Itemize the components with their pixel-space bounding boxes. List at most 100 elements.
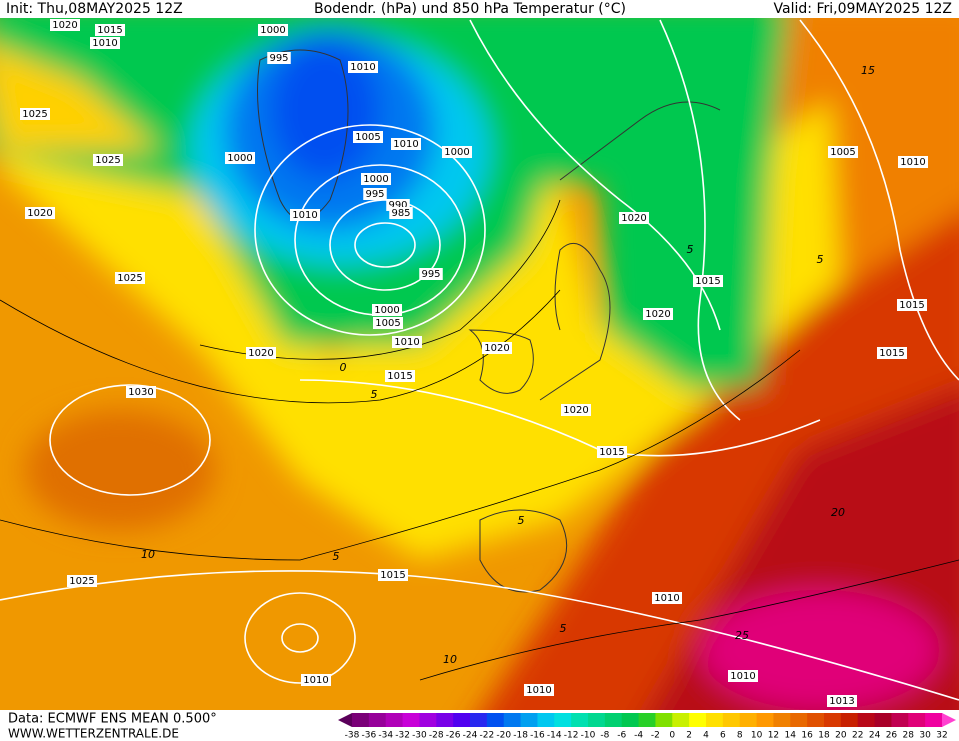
isobar-label: 1020 xyxy=(645,309,670,320)
isobar-label: 995 xyxy=(421,269,440,280)
isobar-label: 1020 xyxy=(563,405,588,416)
contour-label: 0 xyxy=(340,361,347,374)
colorbar-swatch xyxy=(722,713,741,727)
colorbar-swatch xyxy=(790,713,808,727)
isobar-label-box xyxy=(391,138,421,150)
isobar-label: 1025 xyxy=(22,109,47,120)
contour-labels: 15 0 5 10 5 10 25 20 5 5 5 5 xyxy=(141,64,875,666)
isobar-label-box xyxy=(361,173,391,185)
contour-label: 5 xyxy=(687,243,694,256)
isobar-label-box xyxy=(524,684,554,696)
isobar-label-box xyxy=(652,592,682,604)
isobar-label: 1015 xyxy=(599,447,624,458)
isobar-label-box xyxy=(827,695,857,707)
colorbar-swatch xyxy=(773,713,791,727)
colorbar-swatch xyxy=(571,713,589,727)
colorbar-label: 18 xyxy=(818,731,830,741)
isobar-label: 1010 xyxy=(394,337,419,348)
colorbar-swatch xyxy=(824,713,842,727)
colorbar-swatch xyxy=(368,713,387,727)
isobar-label: 1020 xyxy=(52,20,77,31)
isobar-label-box xyxy=(267,52,291,64)
isobar-label-box xyxy=(25,207,55,219)
colorbar-swatch xyxy=(436,713,454,727)
isobar-label-box xyxy=(373,317,403,329)
isobar-label-box xyxy=(90,37,120,49)
isobar-label: 1015 xyxy=(387,371,412,382)
isobar-label: 995 xyxy=(269,53,288,64)
isobar-label: 1030 xyxy=(128,387,153,398)
isobar-label-box xyxy=(419,268,443,280)
valid-time: Valid: Fri,09MAY2025 12Z xyxy=(774,1,952,17)
colorbar-swatch xyxy=(655,713,673,727)
isobar-label: 1000 xyxy=(260,25,285,36)
isobar-label: 1005 xyxy=(375,318,400,329)
colorbar-label: 12 xyxy=(768,731,779,741)
isobar-label: 1010 xyxy=(292,210,317,221)
colorbar-swatch xyxy=(453,713,471,727)
isobar-label-box xyxy=(877,347,907,359)
colorbar-label: -10 xyxy=(581,731,596,741)
colorbar-swatch xyxy=(470,713,488,727)
isobar-label: 1013 xyxy=(829,696,854,707)
isobar-label: 1010 xyxy=(393,139,418,150)
colorbar-label: 0 xyxy=(669,731,675,741)
isobar-label: 1010 xyxy=(303,675,328,686)
colorbar-swatch xyxy=(385,713,404,727)
colorbar-arrow xyxy=(942,713,956,727)
colorbar-swatch xyxy=(706,713,724,727)
colorbar: -38 -36 -34 -32 -30 -28 -26 -24 -22 -20 -18 -16 -14-… xyxy=(338,713,956,741)
colorbar-label: 24 xyxy=(869,731,881,741)
colorbar-label: 2 xyxy=(686,731,692,741)
colorbar-label: -36 xyxy=(362,731,377,741)
colorbar-label: 8 xyxy=(737,731,743,741)
contour-label: 25 xyxy=(735,629,749,642)
isobar-label-box xyxy=(897,299,927,311)
colorbar-swatch xyxy=(419,713,437,727)
isobar-label-box xyxy=(643,308,673,320)
isobar-label: 1010 xyxy=(654,593,679,604)
isobar-label-box xyxy=(246,347,276,359)
data-source: Data: ECMWF ENS MEAN 0.500° xyxy=(8,712,217,727)
colorbar-swatch xyxy=(672,713,690,727)
colorbar-label: -14 xyxy=(547,731,562,741)
isobar-label: 1015 xyxy=(97,25,122,36)
colorbar-label: -28 xyxy=(429,731,444,741)
isobar-label: 1010 xyxy=(526,685,551,696)
isobar-label: 1025 xyxy=(117,273,142,284)
colorbar-swatch xyxy=(537,713,555,727)
colorbar-swatch xyxy=(621,713,640,727)
isobar-label: 1015 xyxy=(380,570,405,581)
colorbar-label: 22 xyxy=(852,731,863,741)
isobar-label-box xyxy=(482,342,512,354)
colorbar-label: -20 xyxy=(496,731,511,741)
isobar-label-box xyxy=(95,24,125,36)
colorbar-swatch xyxy=(503,713,522,727)
isobar-label-box xyxy=(93,154,123,166)
colorbar-label: 26 xyxy=(886,731,898,741)
isobar-label: 1005 xyxy=(830,147,855,158)
colorbar-label: -26 xyxy=(446,731,461,741)
isobar-label-box xyxy=(392,336,422,348)
contour-label: 5 xyxy=(817,253,824,266)
colorbar-swatch xyxy=(739,713,758,727)
colorbar-label: -18 xyxy=(513,731,528,741)
isobar-label-box xyxy=(898,156,928,168)
isobar-label: 1020 xyxy=(248,348,273,359)
isobar-label-box xyxy=(442,146,472,158)
contour-label: 15 xyxy=(861,64,875,77)
colorbar-label: -22 xyxy=(480,731,495,741)
isobar-label: 990 xyxy=(388,200,407,211)
colorbar-swatch xyxy=(486,713,505,727)
colorbar-swatch xyxy=(840,713,859,727)
colorbar-swatch xyxy=(756,713,774,727)
contour-label: 5 xyxy=(518,514,525,527)
colorbar-label: -4 xyxy=(634,731,643,741)
isobar-label: 1025 xyxy=(69,576,94,587)
isobar-label-box xyxy=(20,108,50,120)
isobar-label: 1010 xyxy=(730,671,755,682)
colorbar-swatch xyxy=(857,713,876,727)
isobar-label: 1005 xyxy=(355,132,380,143)
